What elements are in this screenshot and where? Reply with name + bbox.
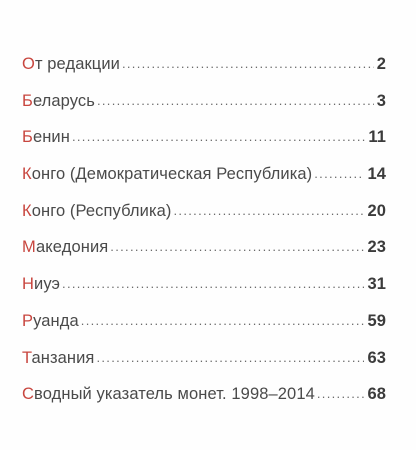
toc-entry-title: Сводный указатель монет. 1998–2014: [22, 385, 315, 404]
toc-entry[interactable]: Беларусь 3: [22, 92, 386, 129]
toc-entry-title: Руанда: [22, 312, 79, 331]
toc-entry-page-number: 11: [368, 128, 386, 147]
toc-entry-title-rest: акедония: [36, 238, 109, 257]
toc-entry-title: Ниуэ: [22, 275, 60, 294]
toc-entry[interactable]: Македония 23: [22, 238, 386, 275]
toc-entry-initial: С: [22, 385, 35, 404]
toc-entry-page-number: 23: [367, 238, 386, 257]
dot-leader: [96, 348, 364, 367]
toc-entry-initial: Б: [22, 128, 33, 147]
toc-entry-page-number: 63: [367, 348, 386, 367]
toc-entry-initial: Б: [22, 91, 33, 110]
toc-entry-title-rest: еларусь: [32, 91, 95, 110]
toc-entry-initial: Н: [22, 275, 35, 294]
toc-entry-title-rest: анзания: [31, 348, 95, 367]
dot-leader: [97, 91, 374, 110]
toc-entry-title: Танзания: [22, 349, 94, 368]
toc-entry[interactable]: Танзания 63: [22, 349, 386, 386]
toc-entry-page-number: 2: [376, 55, 386, 73]
toc-entry-page-number: 68: [367, 385, 386, 404]
toc-entry-title: Македония: [22, 238, 108, 257]
toc-entry-title: Конго (Республика): [22, 202, 172, 221]
dot-leader: [122, 54, 374, 73]
toc-entry[interactable]: Конго (Демократическая Республика) 14: [22, 165, 386, 202]
toc-entry-title-rest: т редакции: [34, 55, 120, 73]
toc-entry[interactable]: Бенин 11: [22, 128, 386, 165]
toc-entry[interactable]: Руанда 59: [22, 312, 386, 349]
toc-entry-initial: М: [22, 238, 37, 257]
toc-entry-title-rest: уанда: [33, 311, 79, 330]
toc-entry-title: Беларусь: [22, 92, 95, 111]
toc-entry[interactable]: Сводный указатель монет. 1998–2014 68: [22, 385, 386, 422]
dot-leader: [62, 274, 364, 293]
dot-leader: [314, 164, 364, 183]
toc-entry[interactable]: Ниуэ 31: [22, 275, 386, 312]
toc-entry-title-rest: водный указатель монет. 1998–2014: [34, 385, 315, 404]
toc-entry-title-rest: енин: [32, 128, 70, 147]
toc-entry-initial: К: [22, 165, 32, 184]
toc-entry-initial: Т: [22, 348, 32, 367]
dot-leader: [110, 237, 364, 256]
toc-entry-initial: Р: [22, 311, 34, 330]
toc-entry-page-number: 31: [367, 275, 386, 294]
dot-leader: [72, 127, 365, 146]
dot-leader: [174, 201, 365, 220]
dot-leader: [81, 311, 365, 330]
toc-entry-title: Конго (Демократическая Республика): [22, 165, 312, 184]
toc-entry-title: От редакции: [22, 55, 120, 74]
toc-entry-page-number: 59: [367, 311, 386, 330]
dot-leader: [317, 384, 365, 403]
toc-entry-page-number: 20: [367, 201, 386, 220]
toc-entry-title: Бенин: [22, 128, 70, 147]
toc-entry-title-rest: онго (Республика): [31, 201, 172, 220]
toc-entry-title-rest: иуэ: [34, 275, 61, 294]
toc-entry-page-number: 14: [367, 165, 386, 184]
table-of-contents: От редакции 2 Беларусь 3 Бенин 11 Конго …: [22, 55, 386, 422]
toc-entry-initial: О: [22, 55, 35, 73]
toc-entry[interactable]: От редакции 2: [22, 55, 386, 92]
toc-entry-initial: К: [22, 201, 32, 220]
toc-entry[interactable]: Конго (Республика) 20: [22, 202, 386, 239]
toc-entry-title-rest: онго (Демократическая Республика): [31, 165, 313, 184]
toc-entry-page-number: 3: [376, 91, 386, 110]
